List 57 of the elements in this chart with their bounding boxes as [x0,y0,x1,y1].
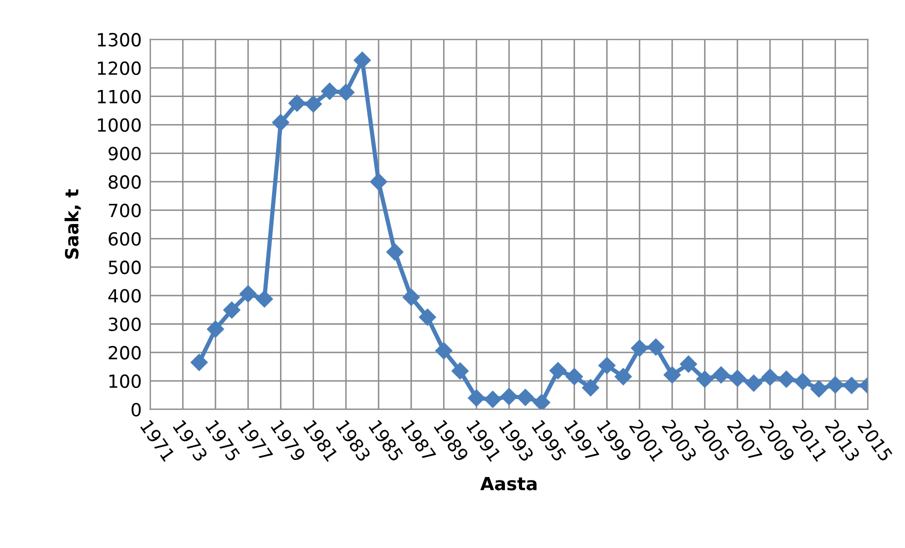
y-tick-label: 300 [108,317,141,332]
point [778,370,795,388]
y-tick-label: 200 [108,346,141,360]
point [582,379,600,396]
point [549,362,567,380]
y-axis-title: Saak, t [64,189,81,259]
point [468,389,485,407]
point [761,368,779,386]
point [223,302,240,319]
point [370,173,388,190]
point [240,285,257,302]
point [794,372,812,390]
point [680,356,698,373]
point [354,52,371,69]
point [190,354,208,371]
y-tick-label: 600 [108,232,141,246]
point [484,390,502,408]
point [826,376,844,394]
point [418,308,436,326]
point [272,114,290,132]
point [647,338,664,356]
point [256,290,273,308]
point [533,394,550,410]
point [810,380,828,398]
point [386,243,404,261]
point [337,84,355,101]
point [598,356,616,374]
y-tick-label: 900 [108,146,141,160]
y-tick-label: 800 [108,175,141,189]
point [566,368,583,386]
point [745,374,762,392]
y-tick-label: 0 [132,402,141,416]
point [435,342,452,360]
x-axis-title: Aasta [480,477,537,490]
point [728,370,746,387]
y-tick-label: 1200 [98,61,141,76]
y-tick-label: 1300 [98,32,141,47]
point [452,362,469,380]
point [712,366,730,384]
point [614,368,632,386]
y-tick-label: 500 [108,260,141,274]
point [321,82,338,100]
point [288,94,306,112]
point [664,366,681,384]
point [500,388,518,406]
point [516,388,534,406]
point [402,288,420,306]
y-tick-label: 700 [108,204,141,218]
y-tick-label: 100 [109,374,141,388]
point [206,320,224,338]
point [843,376,860,394]
y-tick-label: 400 [108,289,141,303]
y-tick-label: 1000 [98,118,141,132]
point [630,340,648,357]
point [304,95,322,113]
y-tick-label: 1100 [98,90,141,104]
point [696,370,714,388]
